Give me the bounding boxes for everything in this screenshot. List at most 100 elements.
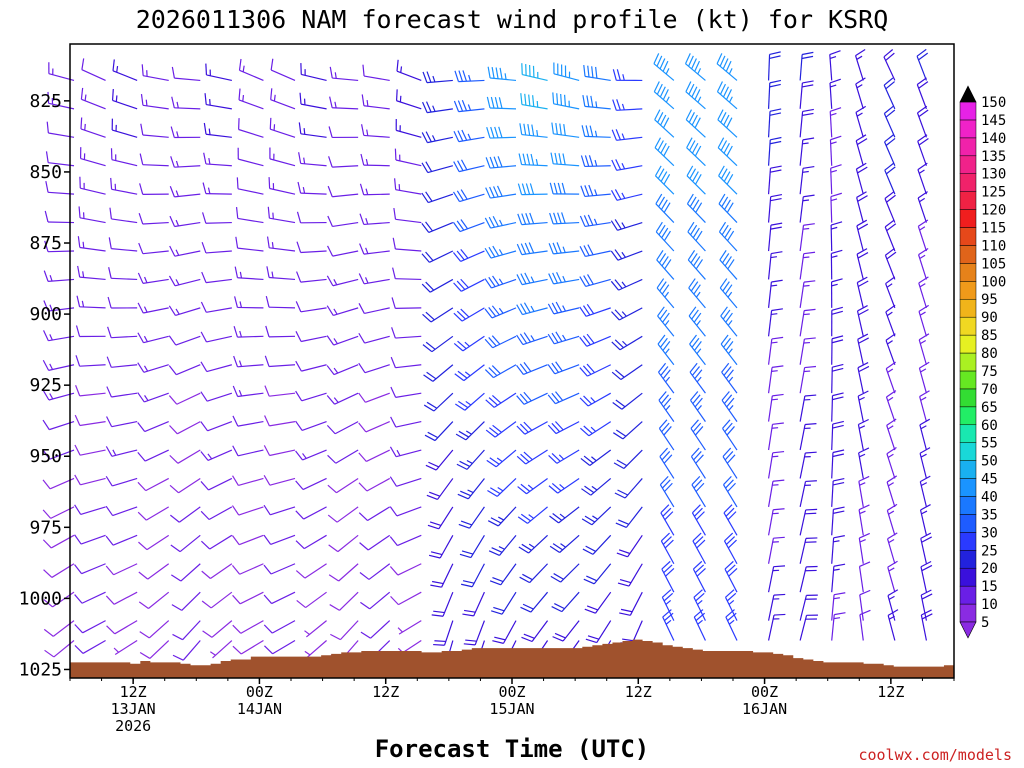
wind-barb: [360, 124, 390, 138]
colorbar-tick-label: 60: [981, 418, 998, 434]
wind-barb: [327, 185, 359, 198]
wind-barb: [516, 242, 548, 256]
colorbar-segment: [959, 460, 977, 479]
wind-barb: [359, 183, 390, 196]
wind-barb: [690, 419, 706, 451]
credit-link[interactable]: coolwx.com/models: [858, 746, 1012, 764]
wind-barb: [858, 504, 870, 536]
wind-barb: [81, 58, 106, 81]
wind-barb: [327, 215, 359, 228]
wind-barb: [138, 213, 169, 225]
wind-barb: [137, 449, 169, 462]
wind-barb: [829, 50, 841, 81]
wind-barb: [611, 159, 643, 171]
wind-barb: [389, 446, 422, 458]
wind-barb: [105, 563, 138, 576]
wind-barb: [723, 532, 738, 565]
wind-barb: [79, 176, 106, 195]
colorbar-tick-label: 65: [981, 400, 998, 416]
wind-barb: [138, 534, 170, 551]
wind-barb: [454, 70, 485, 83]
wind-barb: [171, 96, 201, 110]
wind-barb: [859, 589, 871, 621]
wind-barb: [168, 335, 201, 346]
wind-barb: [767, 565, 786, 593]
wind-barb: [486, 449, 517, 468]
colorbar-segment: [959, 298, 977, 318]
wind-barb: [389, 476, 422, 487]
wind-barb: [548, 242, 580, 255]
wind-barb: [856, 191, 868, 223]
wind-barb: [327, 245, 359, 257]
colorbar-segment: [959, 281, 977, 300]
wind-barb: [767, 613, 786, 641]
wind-barb: [767, 393, 784, 422]
wind-barb: [264, 415, 296, 427]
wind-barb: [654, 109, 675, 138]
wind-barb: [358, 506, 391, 522]
wind-barb: [799, 223, 815, 252]
wind-barb: [453, 278, 485, 292]
wind-barb: [200, 331, 232, 343]
wind-barb: [917, 219, 929, 252]
wind-barb: [328, 126, 359, 139]
wind-barb: [919, 475, 931, 508]
wind-barb: [584, 591, 612, 614]
wind-barb: [108, 267, 138, 281]
x-tick-label: 12Z: [877, 683, 904, 701]
wind-barb: [295, 301, 327, 313]
wind-barb: [488, 534, 517, 556]
wind-barb: [610, 219, 643, 231]
wind-barb: [391, 297, 422, 309]
wind-barb: [830, 278, 843, 308]
wind-barb: [516, 421, 548, 435]
wind-barb: [201, 534, 233, 550]
wind-barb: [202, 182, 232, 195]
wind-barb: [612, 392, 643, 410]
wind-barb: [720, 306, 738, 337]
x-tick-label: 00Z: [498, 683, 525, 701]
wind-barb: [458, 506, 485, 529]
wind-barb: [326, 421, 359, 435]
wind-barb: [767, 136, 782, 166]
wind-barb: [232, 475, 264, 487]
wind-barb: [767, 165, 782, 195]
wind-barb: [721, 391, 738, 422]
wind-barb: [885, 390, 897, 422]
wind-barb: [691, 475, 706, 508]
wind-barb: [105, 534, 138, 546]
wind-barb: [105, 591, 138, 605]
wind-barb: [201, 591, 233, 609]
wind-barb: [201, 563, 233, 579]
wind-barb: [484, 275, 517, 289]
wind-barb: [266, 266, 296, 281]
wind-barb: [520, 93, 548, 110]
wind-barb: [829, 135, 842, 166]
wind-barb: [799, 451, 817, 479]
wind-barb: [582, 534, 612, 555]
y-tick-label: 1000: [19, 588, 62, 609]
wind-barb: [326, 305, 359, 316]
wind-barb: [918, 304, 930, 337]
wind-barb: [329, 66, 359, 82]
colorbar-segment: [959, 550, 977, 569]
wind-barb: [689, 362, 706, 394]
colorbar-tick-label: 130: [981, 167, 1006, 183]
wind-barb: [688, 278, 706, 309]
wind-barb: [453, 129, 485, 143]
wind-barb: [686, 165, 706, 195]
wind-barb: [111, 88, 138, 110]
wind-barb: [829, 78, 841, 109]
wind-barb: [767, 365, 784, 394]
wind-barb: [830, 249, 843, 280]
wind-barb: [295, 506, 327, 520]
wind-barb: [421, 191, 454, 204]
wind-barb: [263, 620, 296, 634]
wind-barb: [720, 334, 738, 366]
wind-barb: [453, 159, 485, 173]
wind-barb: [298, 152, 327, 167]
wind-barb: [168, 305, 201, 317]
wind-barb: [486, 126, 517, 139]
wind-barb: [767, 108, 782, 138]
